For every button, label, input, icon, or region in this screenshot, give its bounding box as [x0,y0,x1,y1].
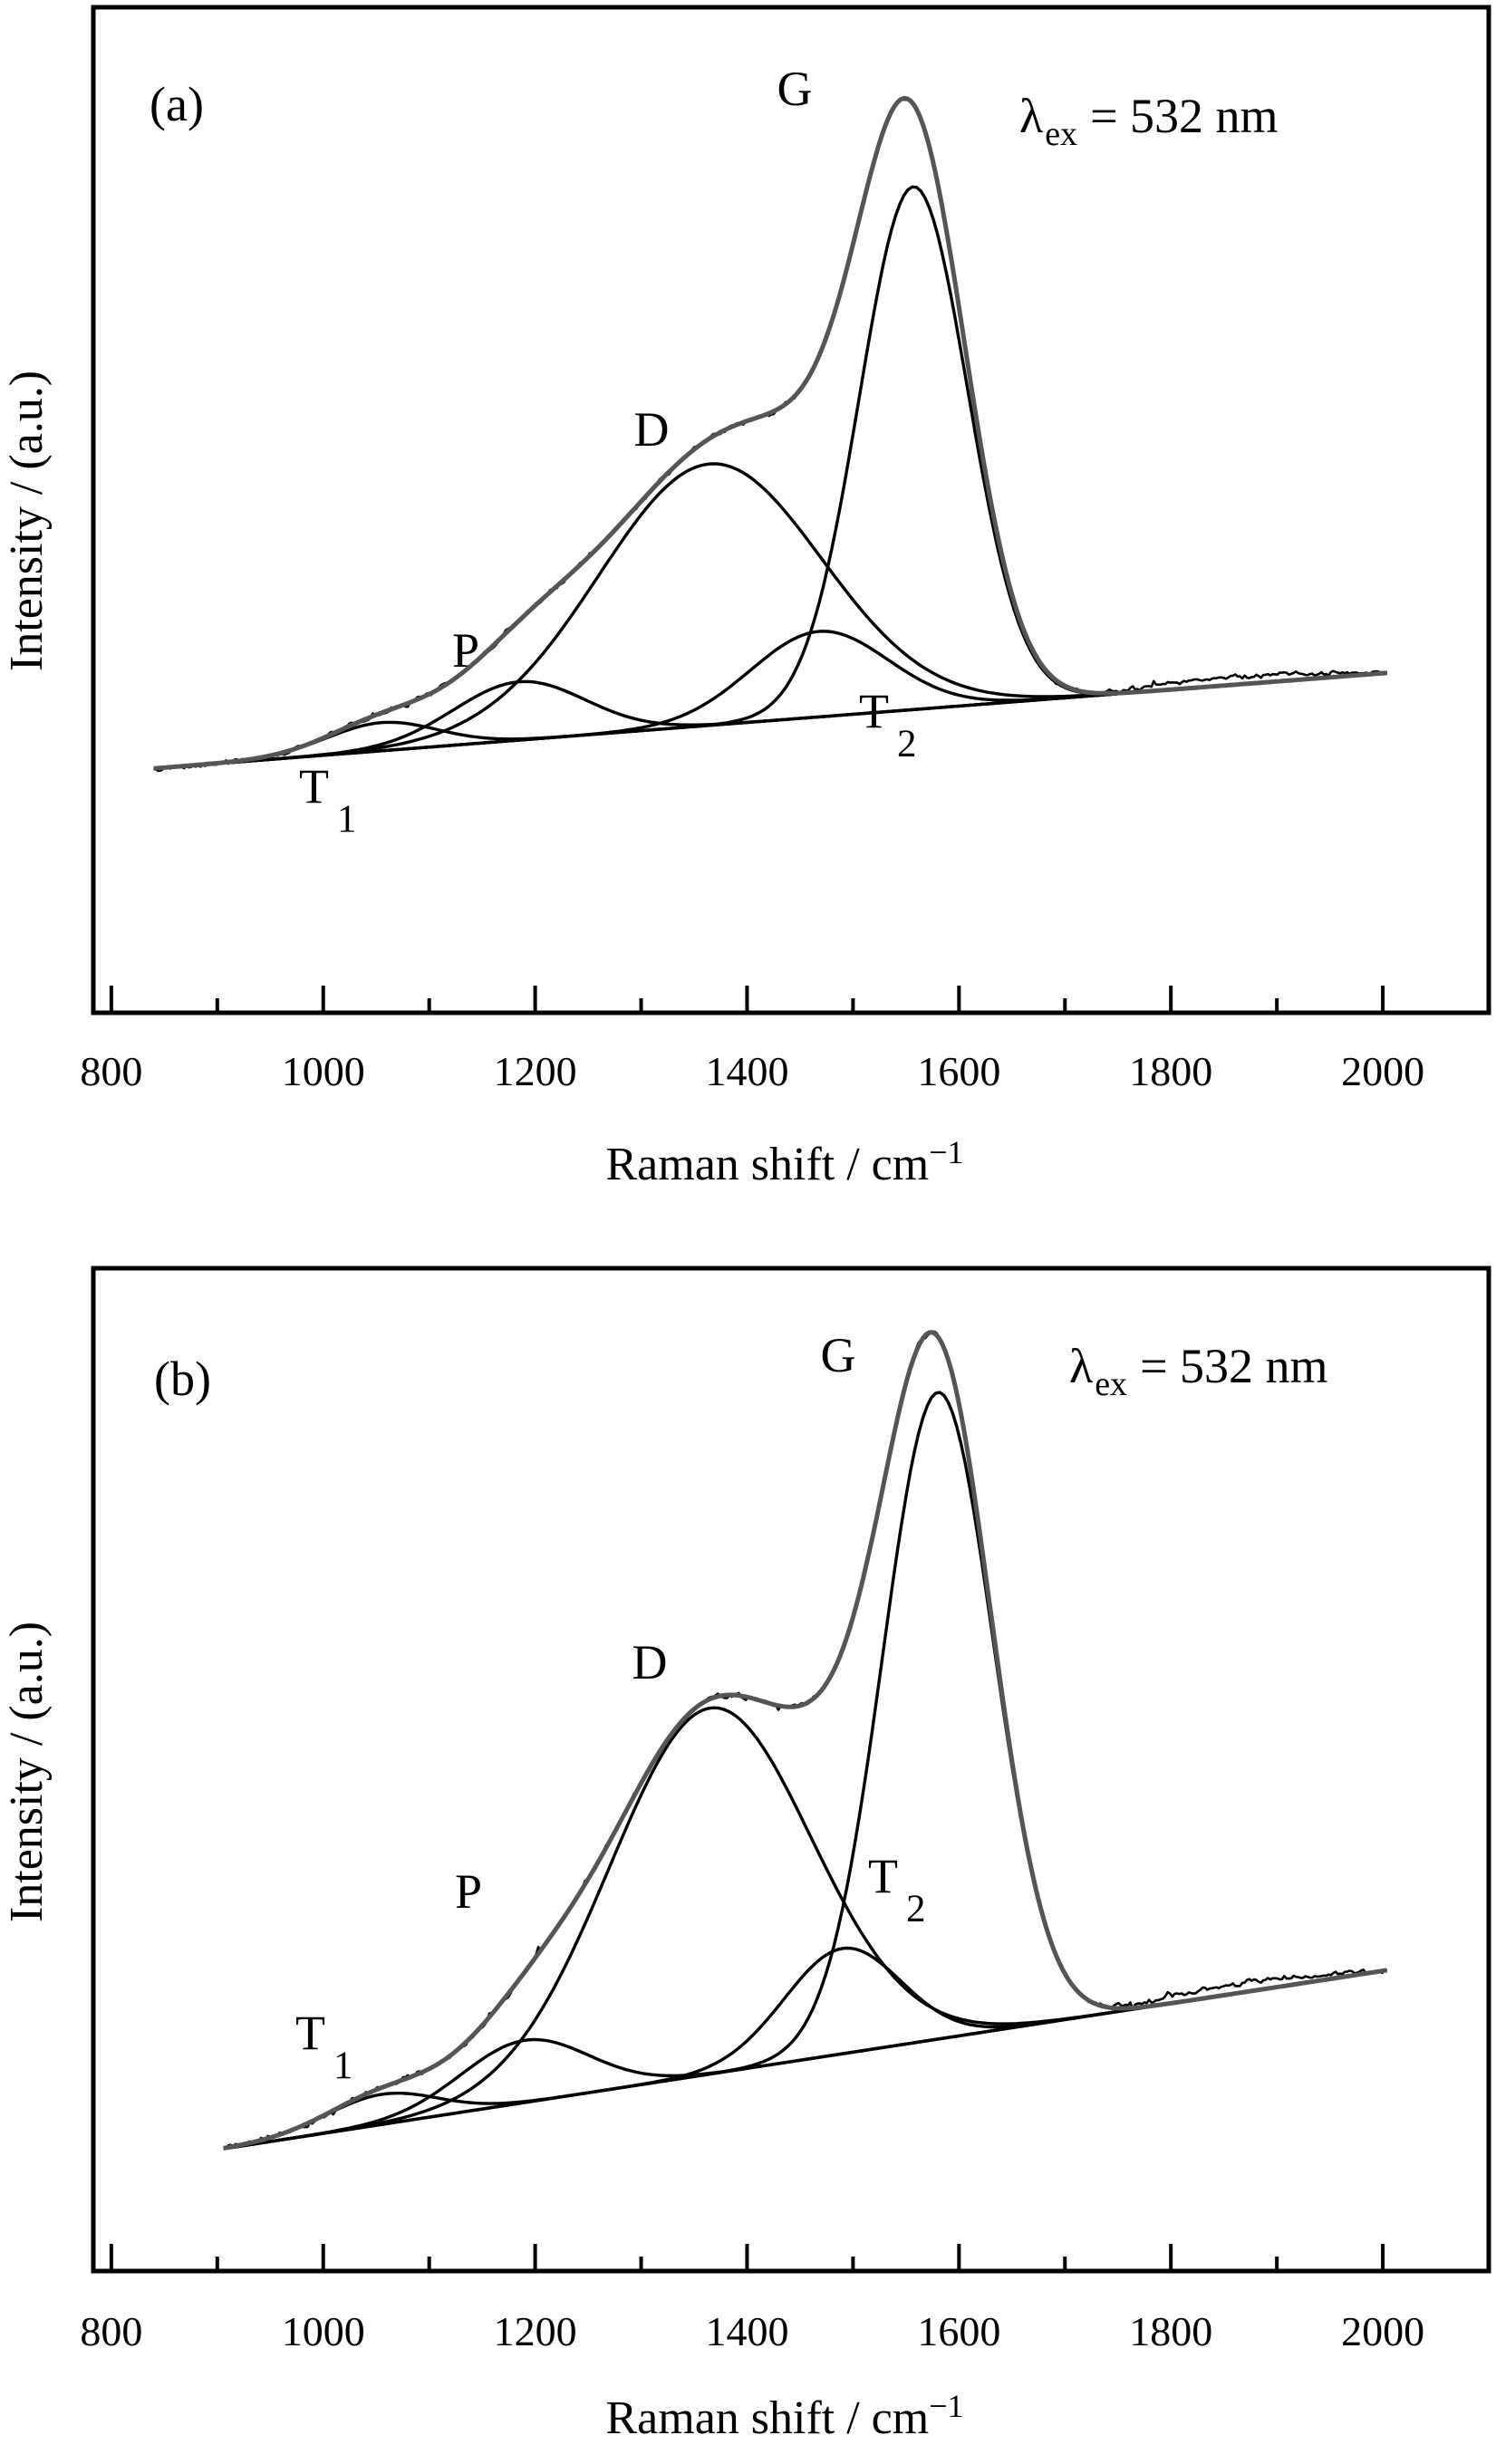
lambda-value: = 532 nm [1090,89,1278,143]
component-peak-D [153,462,1387,770]
peak-label-G: G [821,1328,856,1382]
measured-spectrum [153,97,1388,773]
peak-label-P: P [455,1864,482,1919]
x-axis-title-superscript: −1 [929,1134,963,1170]
peak-label-D: D [632,1635,668,1689]
peak-label-T1: T1 [299,759,357,841]
x-tick-label-1200: 1200 [494,1048,577,1094]
peak-label-subscript: 1 [333,2045,353,2087]
x-axis-title-main: Raman shift / cm [605,2392,929,2444]
panel-a-y-axis-title: Intensity / (a.u.) [1,371,53,671]
total-fit-curve [223,1330,1388,2151]
panel-a-excitation-annotation: λex = 532 nm [1019,89,1279,153]
x-tick-label-1800: 1800 [1129,2308,1212,2354]
peak-label-T2: T2 [868,1849,926,1930]
panel-a-curves [153,95,1388,773]
peak-label-D: D [634,402,670,457]
lambda-value: = 532 nm [1140,1339,1327,1393]
peak-label-main: T [295,2006,325,2060]
peak-label-subscript: 2 [897,723,917,765]
peak-label-main: D [634,402,670,457]
peak-label-subscript: 1 [337,798,357,841]
lambda-symbol: λ [1019,89,1043,143]
x-tick-label-1600: 1600 [917,2308,1000,2354]
component-peak-T2 [153,630,1387,770]
panel-b-plot-frame [91,1266,1491,2274]
x-axis-title-superscript: −1 [929,2388,963,2424]
peak-label-main: T [868,1849,898,1903]
total-fit-curve [153,95,1387,771]
peak-label-G: G [777,62,813,116]
x-tick-label-1400: 1400 [705,1048,788,1094]
lambda-subscript: ex [1045,115,1077,153]
peak-label-main: T [859,684,889,738]
x-axis-title-main: Raman shift / cm [605,1139,929,1190]
panel-a-x-axis-title: Raman shift / cm−1 [605,1134,963,1190]
peak-label-main: T [299,759,329,813]
panel-a-x-ticks [109,986,1385,1011]
peak-label-main: P [452,623,479,678]
peak-label-main: G [821,1328,856,1382]
peak-label-subscript: 2 [906,1888,926,1930]
panel-b-label: (b) [154,1352,211,1406]
x-tick-label-2000: 2000 [1341,1048,1424,1094]
panel-b-excitation-annotation: λex = 532 nm [1069,1339,1328,1403]
x-tick-label-1400: 1400 [705,2308,788,2354]
panel-b-y-axis-title: Intensity / (a.u.) [1,1622,53,1922]
x-tick-label-1800: 1800 [1129,1048,1212,1094]
x-tick-label-1000: 1000 [282,1048,365,1094]
component-peak-G [223,1391,1385,2151]
panel-a-x-tick-labels: 800 1000 1200 1400 1600 1800 2000 [80,1048,1424,1094]
x-tick-label-1200: 1200 [494,2308,577,2354]
lambda-subscript: ex [1095,1365,1127,1403]
panel-a-plot-frame [91,5,1491,1015]
x-tick-label-800: 800 [80,1048,142,1094]
panel-b-x-ticks [109,2244,1385,2269]
peak-label-main: G [777,62,813,116]
x-tick-label-800: 800 [80,2308,142,2354]
panel-b-x-tick-labels: 800 1000 1200 1400 1600 1800 2000 [80,2308,1424,2354]
panel-a-label: (a) [150,77,204,131]
peak-label-P: P [452,623,479,678]
panel-b-x-axis-title: Raman shift / cm−1 [605,2388,963,2444]
panel-b-curves [223,1330,1388,2151]
lambda-symbol: λ [1069,1339,1093,1393]
x-tick-label-1000: 1000 [282,2308,365,2354]
peak-label-T2: T2 [859,684,917,765]
peak-label-T1: T1 [295,2006,353,2087]
peak-label-main: D [632,1635,668,1689]
peak-label-main: P [455,1864,482,1919]
x-tick-label-1600: 1600 [917,1048,1000,1094]
x-tick-label-2000: 2000 [1341,2308,1424,2354]
